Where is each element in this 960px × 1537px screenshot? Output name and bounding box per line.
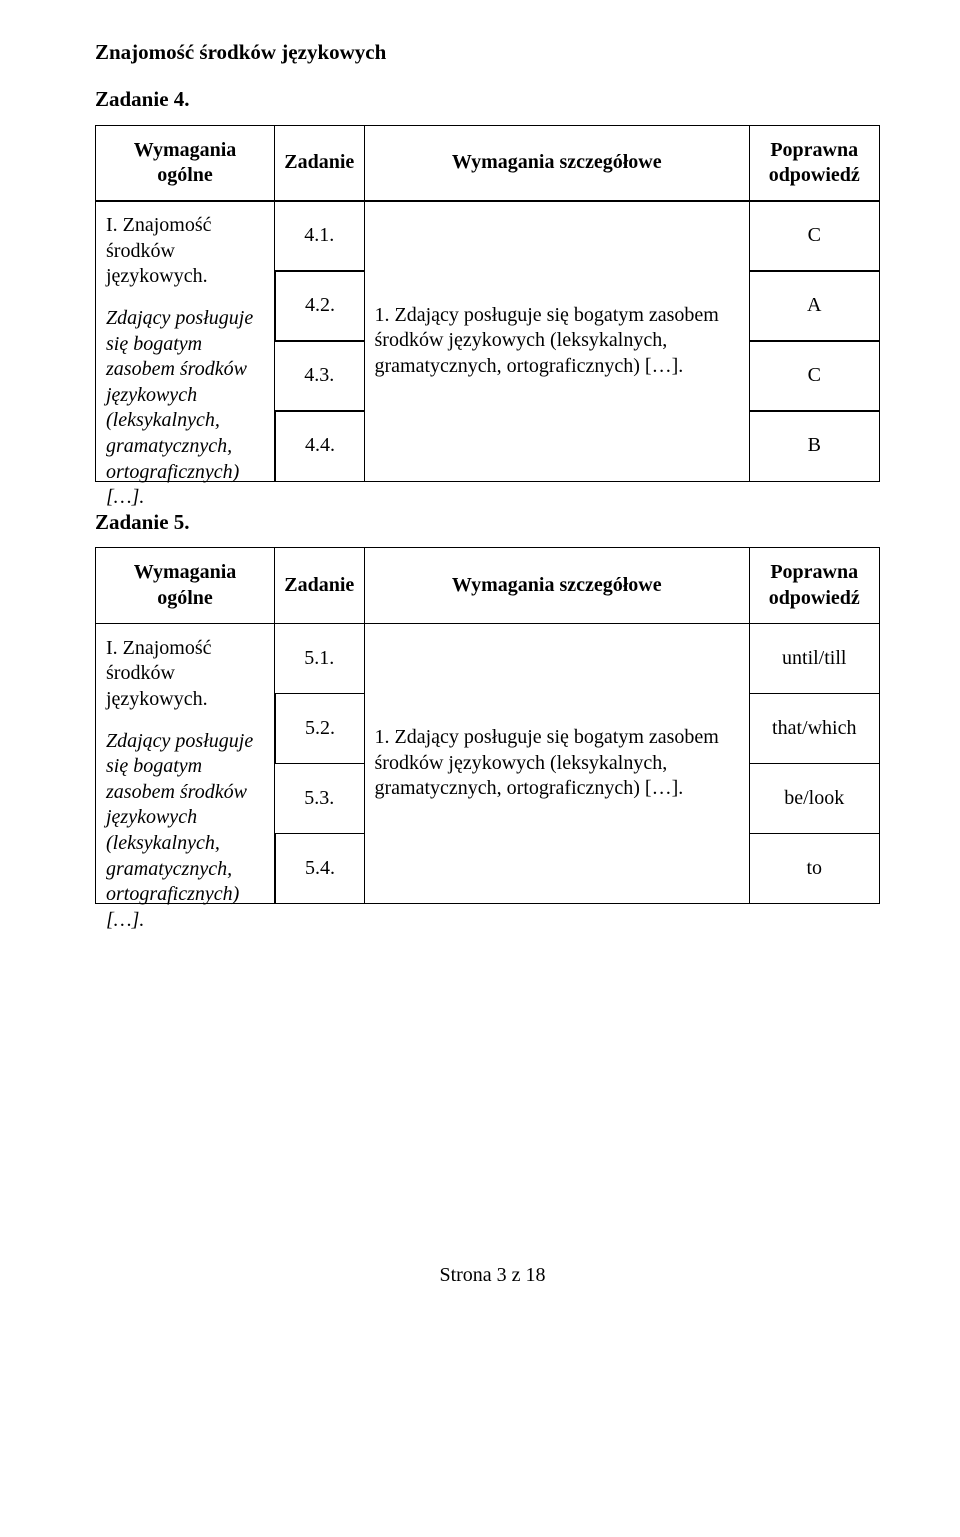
- task4-row2-num: 4.3.: [274, 340, 366, 412]
- task4-header-col4: Poprawna odpowiedź: [749, 125, 881, 202]
- task5-col1: I. Znajomość środków językowych. Zdający…: [95, 623, 275, 905]
- task5-row2-ans: be/look: [749, 763, 881, 835]
- task5-row0-num: 5.1.: [274, 623, 366, 695]
- task5-col3: 1. Zdający posługuje się bogatym zasobem…: [364, 623, 751, 905]
- task4-header-col1: Wymagania ogólne: [95, 125, 275, 202]
- page: Znajomość środków językowych Zadanie 4. …: [0, 0, 960, 1347]
- task4-row1-num: 4.2.: [275, 270, 365, 342]
- task4-row0-num: 4.1.: [274, 200, 366, 272]
- task4-row3-ans: B: [749, 410, 881, 482]
- task5-header-col2: Zadanie: [274, 547, 366, 624]
- task4-col1-top: I. Znajomość środków językowych.: [106, 213, 264, 306]
- task5-header-col4: Poprawna odpowiedź: [749, 547, 881, 624]
- task5-header-col1: Wymagania ogólne: [95, 547, 275, 624]
- task4-title: Zadanie 4.: [95, 87, 890, 112]
- page-footer: Strona 3 z 18: [95, 1264, 890, 1287]
- task5-col1-top: I. Znajomość środków językowych.: [106, 636, 264, 729]
- task5-col1-bottom: Zdający posługuje się bogatym zasobem śr…: [106, 729, 264, 934]
- task4-row0-ans: C: [749, 200, 881, 272]
- task4-row3-num: 4.4.: [275, 410, 365, 482]
- task5-title: Zadanie 5.: [95, 510, 890, 535]
- task4-row2-ans: C: [749, 340, 881, 412]
- task5-row1-ans: that/which: [749, 693, 881, 765]
- task5-header-col3: Wymagania szczegółowe: [364, 547, 751, 624]
- section-title: Znajomość środków językowych: [95, 40, 890, 65]
- task4-col1-bottom: Zdający posługuje się bogatym zasobem śr…: [106, 306, 264, 511]
- task4-table: Wymagania ogólne Zadanie Wymagania szcze…: [95, 126, 880, 482]
- task4-header-col2: Zadanie: [274, 125, 366, 202]
- task4-row1-ans: A: [749, 270, 881, 342]
- task5-table: Wymagania ogólne Zadanie Wymagania szcze…: [95, 549, 880, 905]
- task4-col1: I. Znajomość środków językowych. Zdający…: [95, 200, 275, 482]
- task5-row3-num: 5.4.: [275, 833, 365, 905]
- task4-header-col3: Wymagania szczegółowe: [364, 125, 751, 202]
- task4-col3: 1. Zdający posługuje się bogatym zasobem…: [364, 200, 751, 482]
- task5-row0-ans: until/till: [749, 623, 881, 695]
- task5-row3-ans: to: [749, 833, 881, 905]
- task5-row1-num: 5.2.: [275, 693, 365, 765]
- task5-row2-num: 5.3.: [274, 763, 366, 835]
